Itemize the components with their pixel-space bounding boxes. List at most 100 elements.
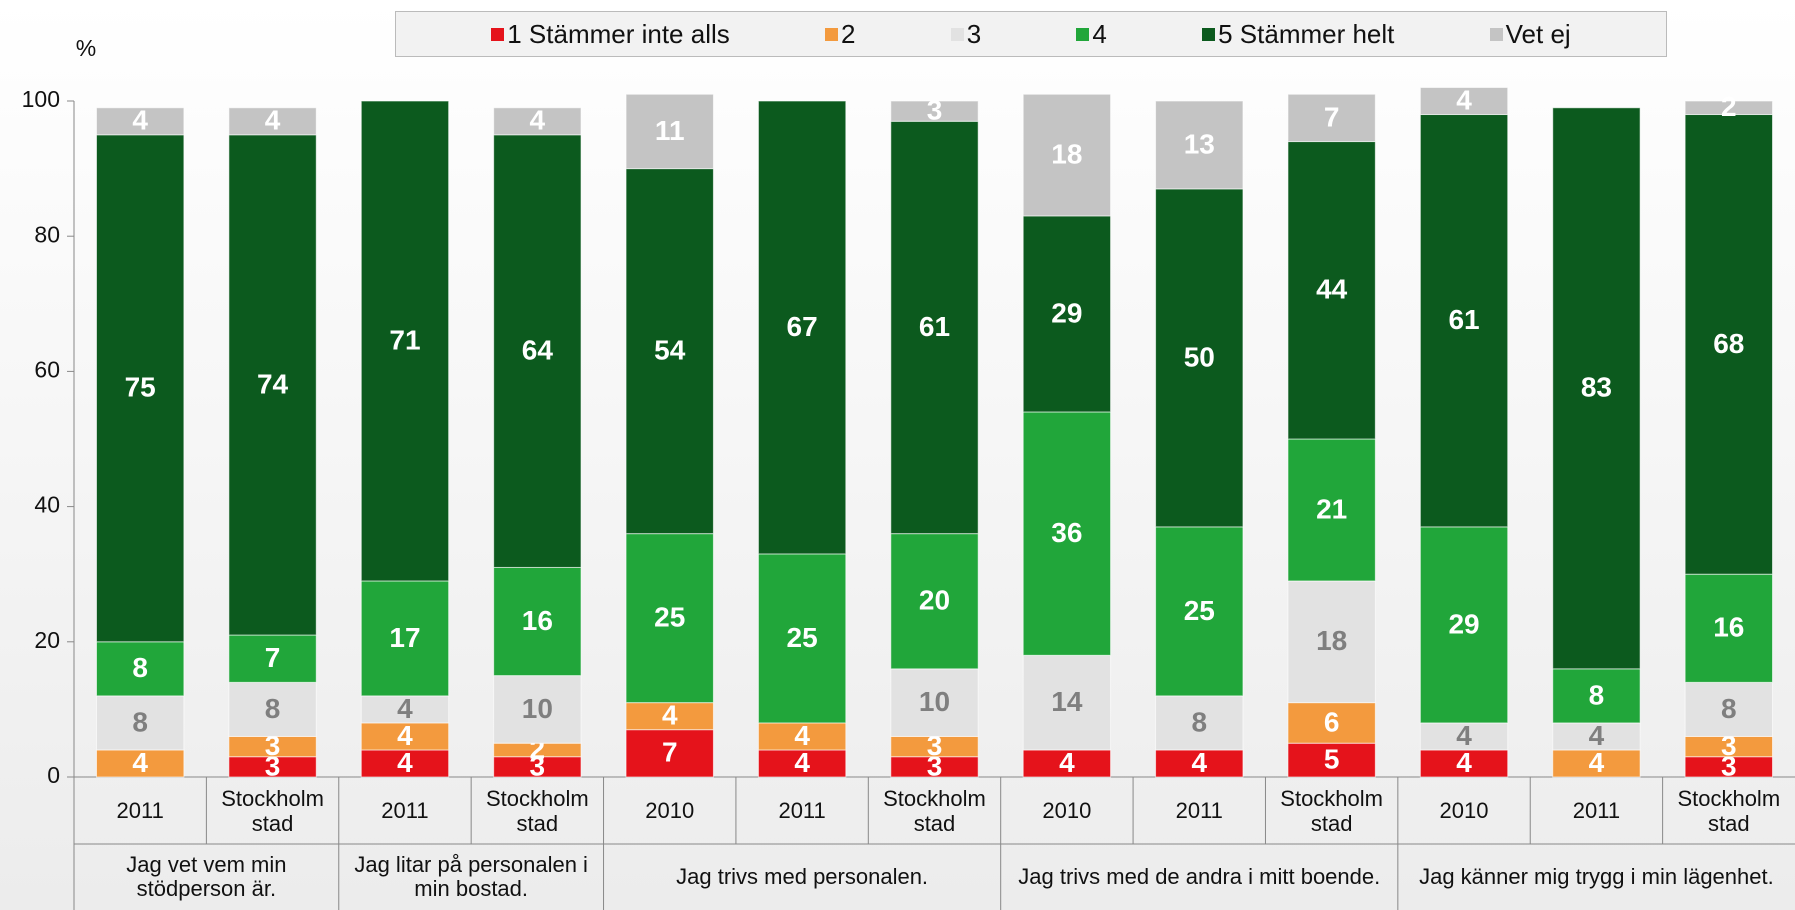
data-label: 44 bbox=[1316, 274, 1348, 305]
bar-segment bbox=[1419, 722, 1509, 751]
data-label: 5 bbox=[1324, 743, 1340, 774]
legend-item: 1 Stämmer inte alls bbox=[491, 19, 730, 50]
data-label: 4 bbox=[397, 720, 413, 751]
bar-segment bbox=[96, 134, 185, 643]
bar-segment bbox=[360, 722, 450, 751]
data-label: 7 bbox=[265, 642, 281, 673]
bar-segment bbox=[360, 695, 450, 724]
data-label: 8 bbox=[1191, 706, 1207, 737]
data-label: 4 bbox=[1456, 720, 1472, 751]
bar-segment bbox=[1155, 188, 1244, 528]
data-label: 4 bbox=[794, 747, 810, 778]
data-label: 4 bbox=[1191, 747, 1207, 778]
bar-segment bbox=[625, 729, 714, 778]
data-label: 29 bbox=[1051, 297, 1082, 328]
data-label: 10 bbox=[919, 686, 950, 717]
x-tick-label: 2010 bbox=[1042, 798, 1092, 824]
legend-item: 5 Stämmer helt bbox=[1202, 19, 1394, 50]
data-label: 50 bbox=[1184, 341, 1215, 372]
bar-segment bbox=[757, 722, 847, 751]
data-label: 54 bbox=[654, 335, 686, 366]
data-label: 21 bbox=[1316, 493, 1347, 524]
bar-segment bbox=[493, 134, 582, 568]
bar-segment bbox=[1287, 141, 1376, 440]
legend-swatch bbox=[950, 27, 964, 41]
data-label: 67 bbox=[787, 311, 818, 342]
bar-segment bbox=[1684, 681, 1773, 737]
bar-segment bbox=[1684, 100, 1773, 116]
bar-segment bbox=[96, 107, 185, 136]
data-label: 10 bbox=[522, 693, 553, 724]
bar-segment bbox=[1155, 749, 1244, 778]
group-label: Jag trivs med de andra i mitt boende. bbox=[1018, 863, 1381, 889]
x-tick-label: 2011 bbox=[778, 798, 826, 824]
data-label: 18 bbox=[1051, 138, 1082, 169]
bar-segment bbox=[625, 702, 714, 731]
data-label: 4 bbox=[1456, 84, 1472, 115]
data-label: 61 bbox=[919, 311, 950, 342]
data-label: 4 bbox=[397, 747, 413, 778]
bar-segment bbox=[96, 695, 185, 751]
data-label: 75 bbox=[125, 372, 156, 403]
data-label: 3 bbox=[927, 95, 943, 126]
data-label: 8 bbox=[1721, 693, 1737, 724]
bar-segment bbox=[1287, 438, 1376, 582]
bar-segment bbox=[625, 168, 714, 535]
data-label: 3 bbox=[927, 750, 943, 781]
legend-label: 1 Stämmer inte alls bbox=[507, 18, 730, 49]
data-label: 6 bbox=[1324, 706, 1340, 737]
legend-label: 5 Stämmer helt bbox=[1218, 18, 1395, 49]
bar-segment bbox=[890, 100, 979, 122]
bar-segment bbox=[1552, 749, 1641, 778]
data-label: 8 bbox=[265, 693, 281, 724]
x-tick-label: 2010 bbox=[1439, 798, 1489, 824]
bar-segment bbox=[890, 533, 979, 670]
data-label: 11 bbox=[655, 115, 685, 146]
bar-segment bbox=[757, 553, 847, 724]
data-label: 7 bbox=[662, 737, 678, 768]
bar-segment bbox=[228, 681, 317, 737]
data-label: 61 bbox=[1448, 304, 1479, 335]
bar-segment bbox=[1155, 526, 1244, 697]
legend-label: 3 bbox=[966, 18, 982, 49]
data-label: 4 bbox=[132, 105, 148, 136]
legend-swatch bbox=[1202, 27, 1216, 41]
legend-swatch bbox=[825, 27, 838, 41]
bar-segment bbox=[1419, 526, 1509, 724]
bar-segment bbox=[360, 580, 450, 697]
data-label: 20 bbox=[919, 585, 950, 616]
data-label: 17 bbox=[389, 622, 420, 653]
data-label: 64 bbox=[522, 335, 554, 366]
y-tick-label: 100 bbox=[22, 86, 60, 112]
bar-segment bbox=[1684, 573, 1773, 683]
data-label: 3 bbox=[265, 750, 281, 781]
data-label: 8 bbox=[132, 706, 148, 737]
x-tick-label: Stockholm stad bbox=[485, 786, 589, 836]
x-tick-label: Stockholm stad bbox=[883, 786, 986, 836]
data-label: 8 bbox=[132, 652, 148, 683]
data-label: 83 bbox=[1581, 372, 1612, 403]
data-label: 2 bbox=[1721, 91, 1737, 122]
x-tick-label: 2011 bbox=[1572, 798, 1621, 824]
legend-swatch bbox=[1076, 27, 1090, 41]
bar-segment bbox=[493, 675, 582, 744]
bar-segment bbox=[1552, 107, 1641, 670]
bar-segment bbox=[360, 100, 450, 582]
bar-segment bbox=[1287, 580, 1376, 704]
group-label: Jag litar på personalen i min bostad. bbox=[354, 851, 588, 901]
bar-segment bbox=[96, 749, 185, 778]
bar-segment bbox=[1022, 654, 1112, 751]
x-tick-label: Stockholm stad bbox=[1677, 786, 1781, 836]
group-label: Jag vet vem min stödperson är. bbox=[126, 851, 287, 901]
bar-segment bbox=[493, 566, 582, 677]
data-label: 36 bbox=[1051, 517, 1082, 548]
data-label: 4 bbox=[265, 105, 281, 136]
data-label: 68 bbox=[1713, 328, 1744, 359]
data-label: 4 bbox=[1456, 747, 1472, 778]
data-label: 13 bbox=[1184, 128, 1215, 159]
bar-segment bbox=[1684, 114, 1773, 575]
legend-item: 3 bbox=[950, 18, 982, 50]
bar-segment bbox=[757, 100, 847, 555]
legend-item: 4 bbox=[1076, 19, 1107, 50]
